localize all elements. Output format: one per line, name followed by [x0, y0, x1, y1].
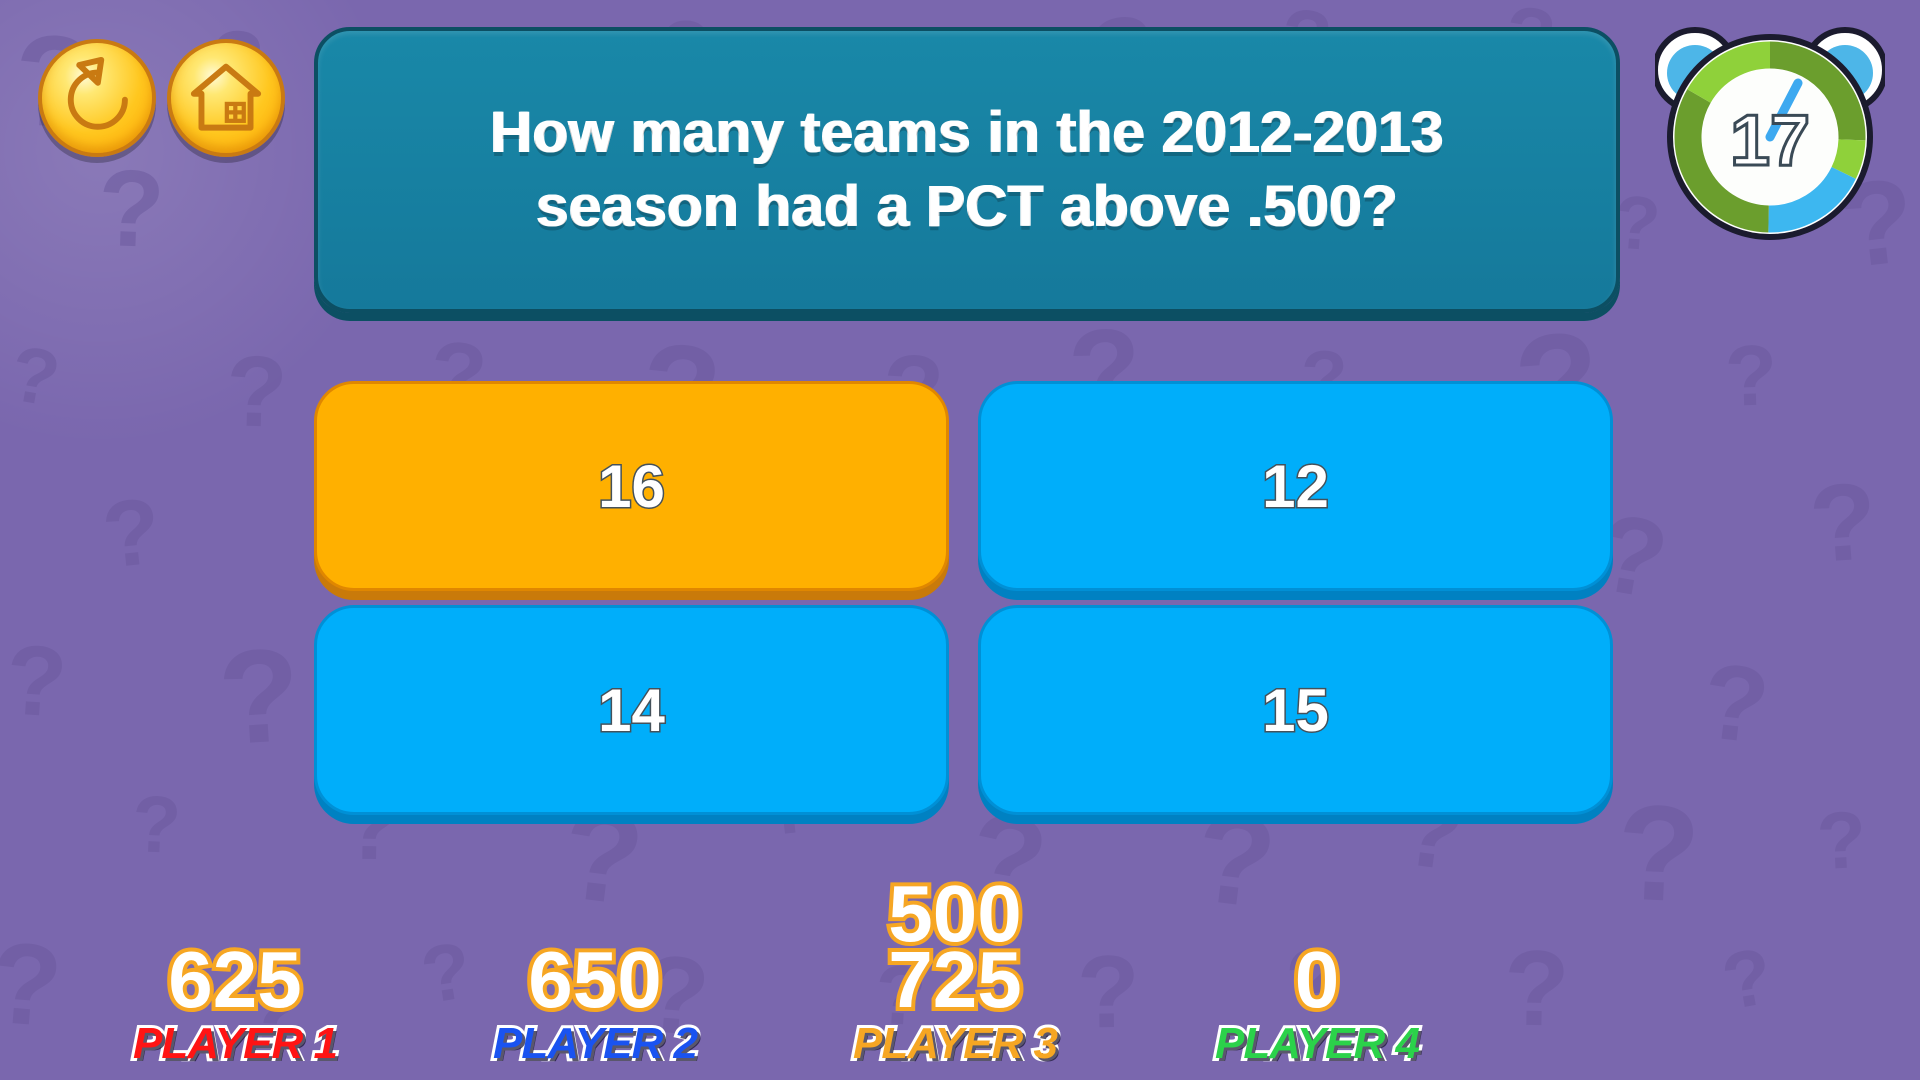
svg-text:17: 17 [1730, 101, 1810, 181]
